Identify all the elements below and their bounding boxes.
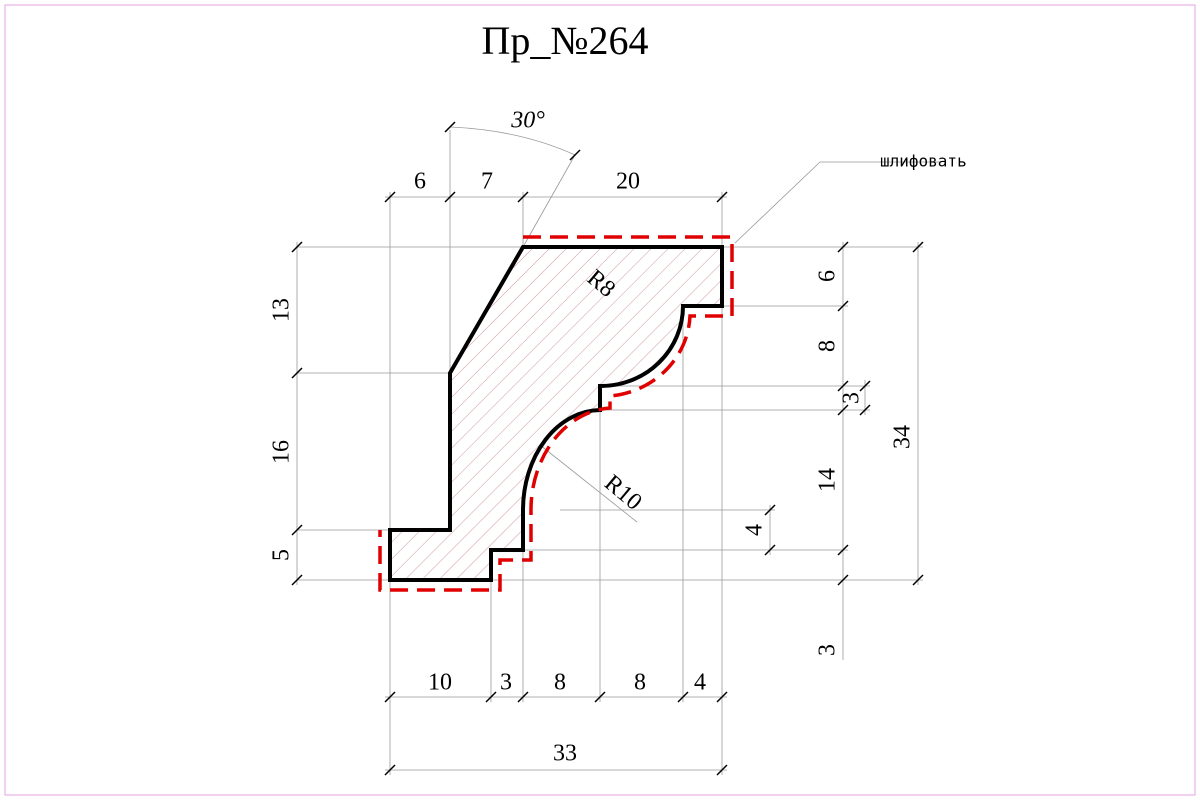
dim-label: 7	[481, 169, 493, 195]
dim-label: 6	[414, 169, 426, 195]
dim-label: 14	[815, 468, 841, 492]
dim-label: 3	[815, 644, 841, 656]
dim-label: 34	[890, 425, 916, 449]
dim-label: 20	[616, 169, 640, 195]
profile	[388, 245, 724, 582]
title: Пр_№264	[481, 18, 648, 63]
dim-label: 4	[694, 670, 706, 696]
dim-label: 3	[839, 392, 865, 404]
dim-label: 5	[269, 549, 295, 561]
radius-label: R10	[599, 470, 646, 516]
angle-label: 30°	[510, 108, 545, 134]
dim-label: 4	[742, 524, 768, 536]
dim-label: 8	[815, 340, 841, 352]
dim-label: 8	[634, 670, 646, 696]
frame	[4, 4, 1196, 796]
dim-label: 33	[553, 741, 577, 767]
note: шлифовать	[880, 152, 967, 171]
ticks	[291, 121, 924, 776]
dim-label: 3	[500, 670, 512, 696]
sanding-line	[378, 235, 734, 592]
dimension-lines	[296, 126, 940, 775]
dim-label: 8	[554, 670, 566, 696]
dim-label: 10	[428, 670, 452, 696]
dim-label: 6	[815, 270, 841, 282]
dim-label: 13	[269, 298, 295, 322]
dim-label: 16	[269, 440, 295, 464]
